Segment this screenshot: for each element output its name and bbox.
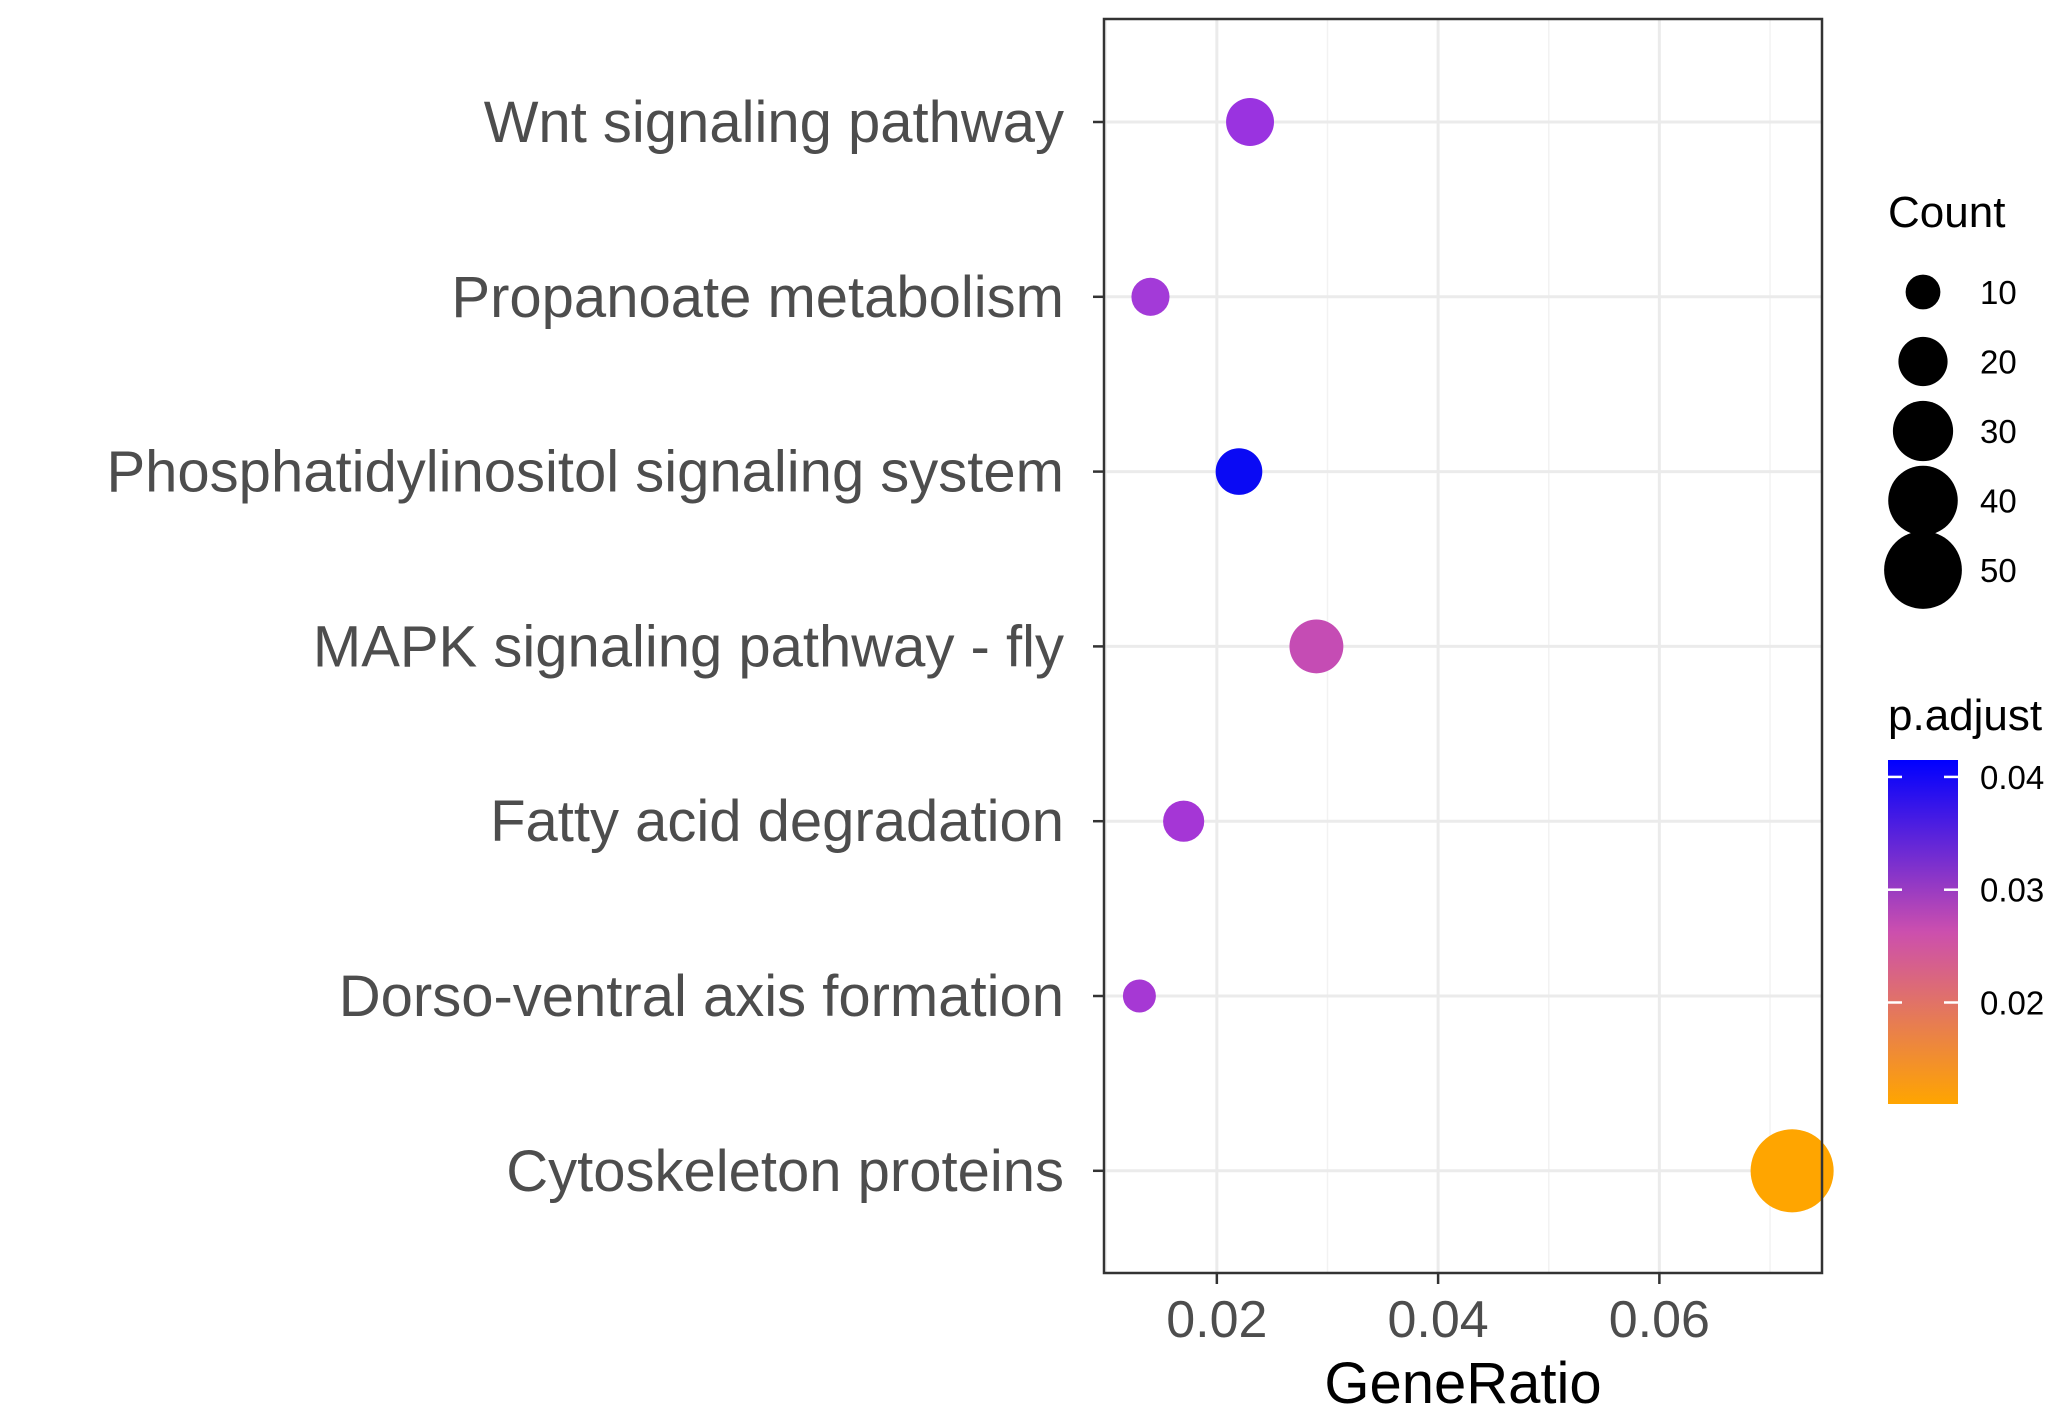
p-adjust-legend-title: p.adjust — [1888, 691, 2042, 740]
y-tick-label: Cytoskeleton proteins — [506, 1139, 1064, 1204]
data-point — [1215, 448, 1263, 495]
colorbar-label: 0.02 — [1980, 984, 2044, 1021]
y-axis: Wnt signaling pathway Propanoate metaboli… — [106, 90, 1104, 1204]
x-axis: 0.02 0.04 0.06 — [1166, 1273, 1710, 1349]
count-legend-label: 50 — [1980, 552, 2017, 589]
x-axis-title: GeneRatio — [1324, 1351, 1601, 1416]
colorbar-label: 0.03 — [1980, 872, 2044, 909]
count-legend-title: Count — [1888, 188, 2005, 237]
count-legend-label: 10 — [1980, 274, 2017, 311]
data-point — [1289, 619, 1344, 674]
count-legend-label: 40 — [1980, 483, 2017, 520]
y-tick-label: Propanoate metabolism — [451, 265, 1064, 330]
data-point — [1226, 98, 1275, 146]
y-tick-label: MAPK signaling pathway - fly — [313, 614, 1064, 679]
count-legend-key — [1898, 336, 1948, 387]
data-point — [1750, 1129, 1834, 1213]
count-legend: Count 10 20 30 40 50 — [1884, 188, 2017, 609]
y-tick-label: Wnt signaling pathway — [484, 90, 1064, 155]
count-legend-label: 20 — [1980, 344, 2017, 381]
x-tick-label: 0.06 — [1609, 1291, 1710, 1349]
p-adjust-colorbar — [1888, 760, 1958, 1104]
y-tick-label: Fatty acid degradation — [490, 789, 1064, 854]
count-legend-key — [1884, 531, 1962, 609]
count-legend-key — [1905, 274, 1941, 310]
data-point — [1131, 277, 1170, 316]
count-legend-label: 30 — [1980, 413, 2017, 450]
x-tick-label: 0.02 — [1166, 1291, 1267, 1349]
x-tick-label: 0.04 — [1387, 1291, 1488, 1349]
p-adjust-legend: p.adjust 0.04 0.03 0.02 — [1888, 691, 2044, 1104]
data-points — [1122, 98, 1834, 1213]
colorbar-label: 0.04 — [1980, 759, 2044, 796]
grid — [1104, 19, 1822, 1273]
data-point — [1122, 979, 1156, 1013]
data-point — [1163, 800, 1205, 842]
count-legend-key — [1892, 400, 1954, 462]
y-tick-label: Phosphatidylinositol signaling system — [106, 440, 1064, 505]
y-tick-label: Dorso-ventral axis formation — [339, 964, 1064, 1029]
count-legend-key — [1888, 465, 1958, 536]
